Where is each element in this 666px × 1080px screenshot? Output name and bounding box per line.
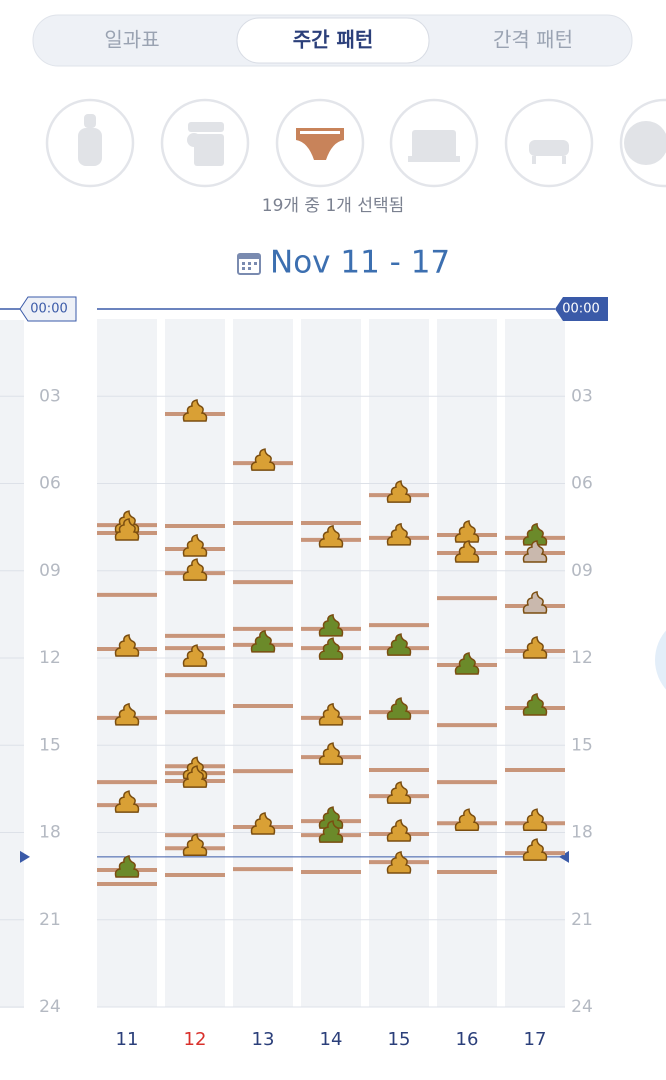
y-tick-label: 09 bbox=[39, 561, 61, 581]
poop-marker bbox=[454, 540, 480, 563]
poop-marker bbox=[454, 808, 480, 831]
y-tick-label: 15 bbox=[39, 735, 61, 755]
poop-marker bbox=[318, 806, 344, 829]
x-tick-label: 13 bbox=[252, 1029, 275, 1050]
poop-marker bbox=[182, 833, 208, 856]
poop-marker bbox=[386, 633, 412, 656]
now-marker bbox=[20, 850, 30, 863]
tab[interactable]: 간격 패턴 bbox=[493, 28, 573, 52]
category-icon[interactable] bbox=[619, 98, 666, 188]
x-tick-label: 15 bbox=[388, 1029, 411, 1050]
poop-marker bbox=[522, 636, 548, 659]
poop-marker bbox=[386, 851, 412, 874]
tab-selected-bg bbox=[236, 17, 430, 64]
poop-marker bbox=[182, 534, 208, 557]
y-tick-label: 06 bbox=[571, 474, 593, 494]
poop-marker bbox=[522, 693, 548, 716]
plot: 00:00 00:00 03 03 06 06 09 09 12 12 15 15 18 18 21 21 24… bbox=[0, 296, 608, 1050]
poop-marker bbox=[454, 520, 480, 543]
poop-marker bbox=[522, 523, 548, 546]
poop-marker bbox=[318, 742, 344, 765]
poop-marker bbox=[318, 703, 344, 726]
y-tick-label: 03 bbox=[39, 386, 61, 406]
day-column bbox=[233, 319, 293, 1007]
tab[interactable]: 일과표 bbox=[104, 28, 159, 52]
y-tick-label: 24 bbox=[39, 997, 61, 1017]
poop-marker bbox=[522, 540, 548, 563]
poop-marker bbox=[318, 820, 344, 843]
y-tick-label: 03 bbox=[571, 386, 593, 406]
x-tick-label: 14 bbox=[320, 1029, 343, 1050]
diaper-icon bbox=[296, 128, 344, 160]
poop-marker bbox=[318, 614, 344, 637]
poop-marker bbox=[522, 591, 548, 614]
y-tick-label: 21 bbox=[571, 910, 593, 930]
poop-marker bbox=[114, 855, 140, 878]
y-tick-label: 00:00 bbox=[30, 302, 67, 317]
x-tick-label: 17 bbox=[524, 1029, 547, 1050]
category-icon[interactable] bbox=[389, 98, 479, 188]
y-tick-label: 09 bbox=[571, 561, 593, 581]
now-marker bbox=[559, 850, 569, 863]
poop-marker bbox=[182, 765, 208, 788]
day-column bbox=[97, 319, 157, 1007]
poop-marker bbox=[114, 790, 140, 813]
prev-week-column bbox=[0, 320, 24, 1008]
poop-marker bbox=[114, 703, 140, 726]
y-tick-label: 12 bbox=[39, 648, 61, 668]
chart-title: Nov 11 - 17 bbox=[270, 245, 450, 281]
side-button[interactable] bbox=[655, 615, 666, 705]
y-tick-label: 15 bbox=[571, 735, 593, 755]
x-tick-label: 11 bbox=[116, 1029, 139, 1050]
y-tick-label: 06 bbox=[39, 474, 61, 494]
y-tick-label: 12 bbox=[571, 648, 593, 668]
day-column bbox=[301, 319, 361, 1007]
time-tag bbox=[19, 296, 77, 322]
poop-marker bbox=[386, 819, 412, 842]
selection-text: 19개 중 1개 선택됨 bbox=[262, 196, 405, 216]
diaper-icon-detail bbox=[300, 131, 340, 134]
poop-marker bbox=[522, 838, 548, 861]
day-column bbox=[369, 319, 429, 1007]
poop-marker bbox=[250, 448, 276, 471]
poop-marker bbox=[250, 812, 276, 835]
y-tick-label: 21 bbox=[39, 910, 61, 930]
poop-marker bbox=[318, 637, 344, 660]
tab[interactable]: 주간 패턴 bbox=[293, 28, 374, 52]
category-icon[interactable] bbox=[45, 98, 135, 188]
poop-marker bbox=[454, 652, 480, 675]
poop-marker bbox=[182, 558, 208, 581]
y-tick-label: 00:00 bbox=[562, 302, 599, 317]
poop-marker bbox=[114, 634, 140, 657]
poop-marker bbox=[114, 518, 140, 541]
poop-marker bbox=[522, 808, 548, 831]
calendar-icon bbox=[237, 253, 261, 275]
poop-marker bbox=[386, 781, 412, 804]
poop-marker bbox=[386, 523, 412, 546]
poop-marker bbox=[182, 399, 208, 422]
icon-art bbox=[78, 114, 666, 166]
poop-marker bbox=[182, 644, 208, 667]
poop-marker bbox=[250, 630, 276, 653]
time-tag bbox=[555, 297, 608, 321]
day-column bbox=[505, 319, 565, 1007]
x-tick-label: 16 bbox=[456, 1029, 479, 1050]
category-icon-selected[interactable] bbox=[275, 98, 365, 188]
poop-marker bbox=[386, 697, 412, 720]
poop-marker bbox=[318, 525, 344, 548]
y-tick-label: 18 bbox=[571, 823, 593, 843]
y-tick-label: 18 bbox=[39, 823, 61, 843]
poop-marker bbox=[386, 480, 412, 503]
x-tick-label: 12 bbox=[184, 1029, 207, 1050]
category-icon[interactable] bbox=[160, 98, 250, 188]
y-tick-label: 24 bbox=[571, 997, 593, 1017]
category-icon[interactable] bbox=[504, 98, 594, 188]
